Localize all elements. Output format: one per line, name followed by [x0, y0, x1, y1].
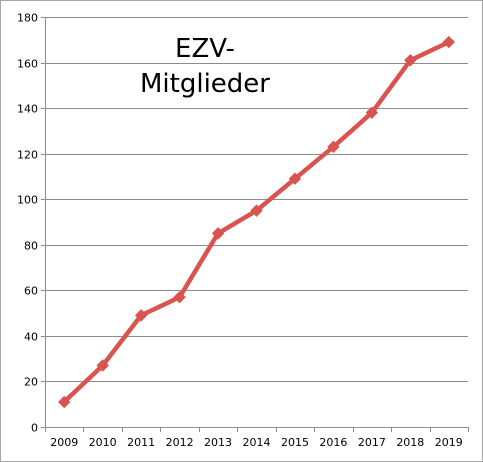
data-point-marker — [365, 106, 379, 119]
x-tick-label: 2016 — [319, 436, 347, 449]
y-tick-label: 60 — [24, 285, 38, 298]
x-tick-label: 2009 — [50, 436, 78, 449]
y-tick-label: 160 — [17, 58, 38, 71]
y-tick-label: 40 — [24, 331, 38, 344]
axes — [41, 17, 469, 432]
chart-title-line: EZV- — [175, 34, 235, 64]
data-point-marker — [58, 395, 71, 409]
y-tick-label: 100 — [17, 194, 38, 207]
x-tick-label: 2014 — [243, 436, 271, 449]
data-point-marker — [288, 172, 302, 185]
data-point-marker — [211, 227, 225, 240]
data-point-marker — [442, 35, 455, 49]
data-point-marker — [250, 204, 263, 217]
x-tick-label: 2012 — [166, 436, 194, 449]
data-point-marker — [173, 290, 186, 304]
chart-title-line: Mitglieder — [140, 69, 270, 99]
x-tick-label: 2011 — [127, 436, 155, 449]
chart-title: EZV- Mitglieder — [140, 34, 270, 99]
y-tick-label: 140 — [17, 103, 38, 116]
data-point-marker — [134, 309, 148, 322]
x-tick-label: 2017 — [358, 436, 386, 449]
x-tick-label: 2019 — [435, 436, 463, 449]
y-tick-label: 80 — [24, 240, 38, 253]
data-point-marker — [404, 54, 417, 67]
y-tick-label: 0 — [31, 422, 38, 435]
x-tick-label: 2018 — [396, 436, 424, 449]
x-tick-label: 2013 — [204, 436, 232, 449]
data-point-marker — [96, 359, 109, 372]
data-point-marker — [327, 140, 340, 154]
y-tick-label: 180 — [17, 12, 38, 25]
x-tick-labels: 2009 2010 2011 2012 2013 2014 2015 2016 2017 2018… — [50, 436, 463, 449]
x-tick-label: 2010 — [89, 436, 117, 449]
gridlines — [45, 17, 468, 382]
x-tick-label: 2015 — [281, 436, 309, 449]
y-tick-label: 20 — [24, 376, 38, 389]
y-tick-labels: 0 20 40 60 80 100 120 140 160 180 — [17, 12, 38, 435]
y-tick-label: 120 — [17, 149, 38, 162]
series-layer — [58, 35, 455, 409]
